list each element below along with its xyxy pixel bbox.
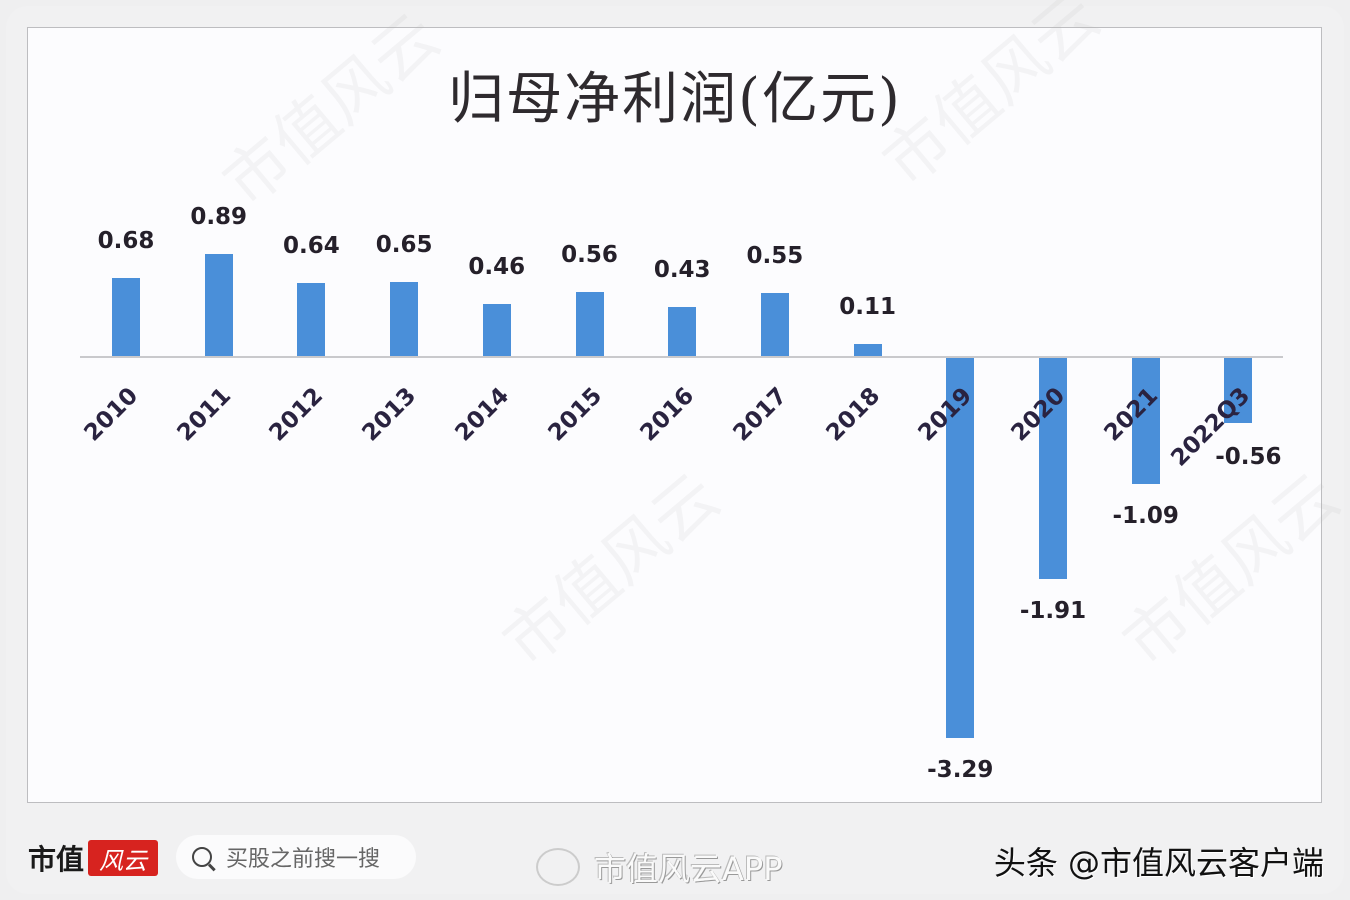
- bar-2017: [760, 293, 789, 357]
- value-label: 0.68: [97, 228, 155, 255]
- value-label: 0.46: [468, 253, 526, 280]
- bar-2014: [482, 303, 511, 357]
- bar-2010: [112, 278, 140, 357]
- bar-2016: [668, 307, 697, 357]
- bar-2015: [575, 292, 604, 357]
- brand-logo: 市值 风云: [28, 838, 159, 878]
- weibo-text: 市值风云APP: [594, 850, 783, 888]
- logo-text: 市值: [28, 843, 85, 876]
- search-box[interactable]: 买股之前搜一搜: [176, 835, 416, 879]
- bar-2012: [297, 283, 326, 357]
- toutiao-credit: 头条 @市值风云客户端: [993, 844, 1324, 882]
- logo-badge: 风云: [88, 840, 159, 876]
- bar-2020: [1039, 358, 1067, 579]
- bar-2013: [390, 281, 419, 357]
- search-placeholder: 买股之前搜一搜: [226, 847, 381, 872]
- value-label: 0.65: [375, 231, 433, 258]
- value-label: 0.43: [653, 257, 711, 284]
- weibo-watermark: 市值风云APP: [536, 844, 783, 890]
- value-label: 0.11: [839, 294, 896, 321]
- search-icon: [192, 847, 212, 867]
- chart-panel: [27, 27, 1322, 803]
- value-label: -3.29: [927, 756, 994, 783]
- value-label: -1.91: [1019, 597, 1087, 624]
- weibo-icon: [536, 848, 580, 886]
- value-label: 0.89: [190, 204, 248, 231]
- bar-2022Q3: [1224, 358, 1253, 423]
- bar-2021: [1131, 358, 1160, 484]
- x-axis-line: [80, 356, 1283, 358]
- bar-2011: [204, 254, 233, 357]
- value-label: 0.55: [746, 243, 804, 270]
- chart-title: 归母净利润(亿元): [448, 67, 902, 132]
- value-label: -1.09: [1112, 502, 1179, 529]
- value-label: 0.56: [561, 242, 618, 269]
- value-label: 0.64: [283, 233, 340, 260]
- bar-2018: [853, 344, 882, 357]
- value-label: -0.56: [1215, 443, 1282, 470]
- bar-2019: [946, 358, 975, 738]
